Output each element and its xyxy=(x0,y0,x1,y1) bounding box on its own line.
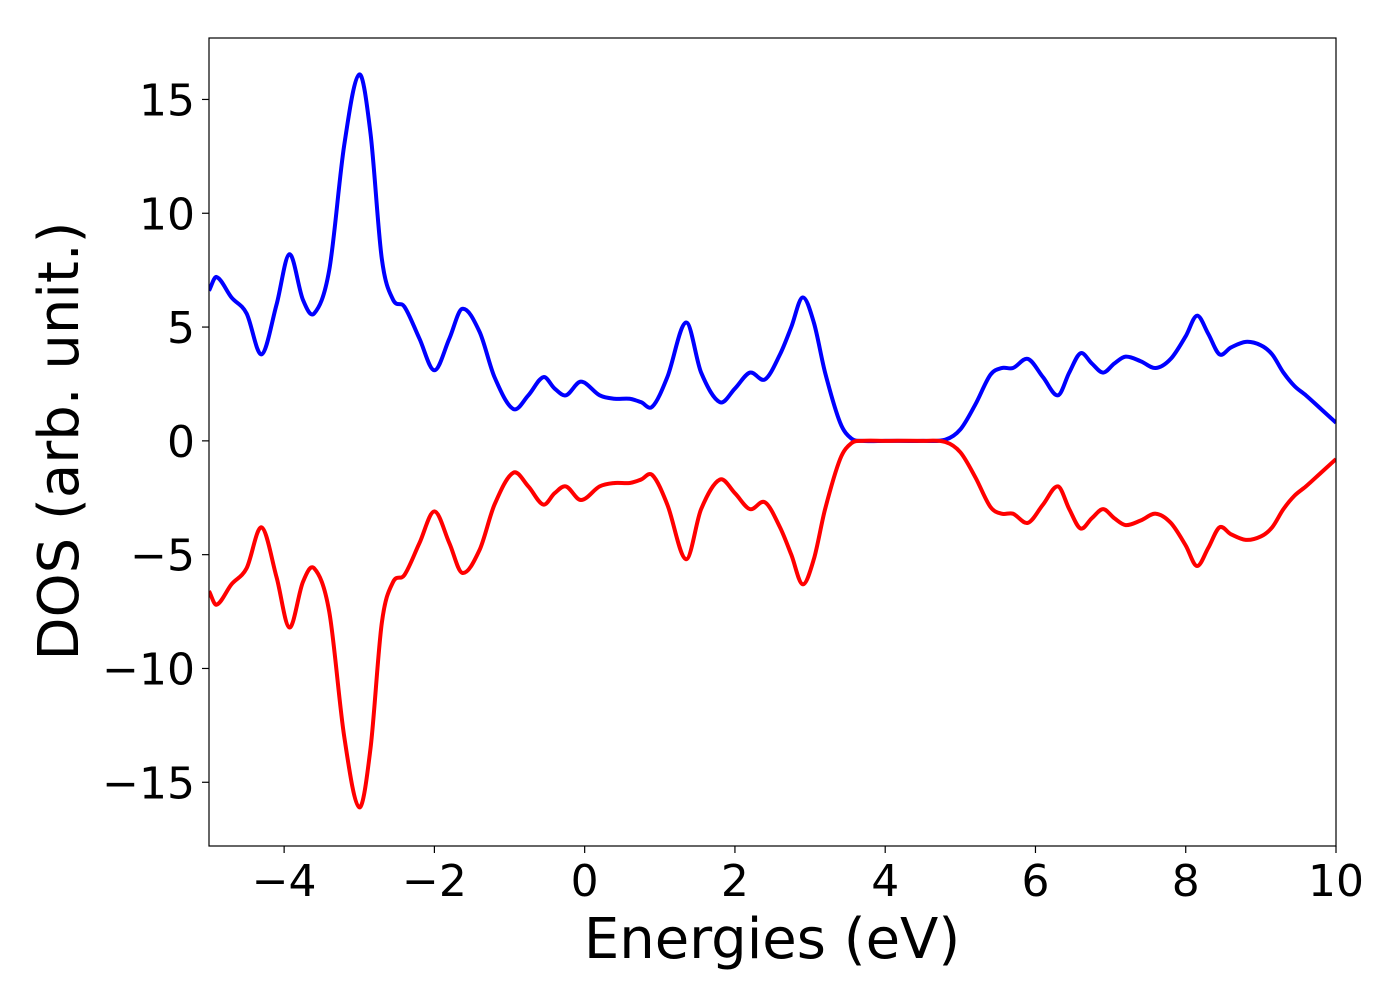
dos-line xyxy=(209,438,1336,810)
x-tick-label: 4 xyxy=(871,856,899,907)
y-tick-label: −5 xyxy=(130,531,195,582)
x-tick-label: 6 xyxy=(1021,856,1049,907)
y-tick-label: 5 xyxy=(167,303,195,354)
x-tick-label: 8 xyxy=(1172,856,1200,907)
dos-line xyxy=(209,72,1336,444)
x-tick-label: 0 xyxy=(571,856,599,907)
y-tick-label: 15 xyxy=(139,75,195,126)
x-tick-label: 10 xyxy=(1308,856,1364,907)
y-axis-label: DOS (arb. unit.) xyxy=(27,221,92,660)
y-tick-label: −15 xyxy=(102,758,195,809)
x-tick-label: −4 xyxy=(252,856,317,907)
y-tick-label: −10 xyxy=(102,644,195,695)
y-tick-label: 10 xyxy=(139,189,195,240)
y-tick-label: 0 xyxy=(167,417,195,468)
x-axis-label: Energies (eV) xyxy=(584,907,960,972)
x-tick-label: 2 xyxy=(721,856,749,907)
x-tick-label: −2 xyxy=(402,856,467,907)
plot-area xyxy=(209,72,1336,810)
axes-frame xyxy=(208,37,1337,847)
